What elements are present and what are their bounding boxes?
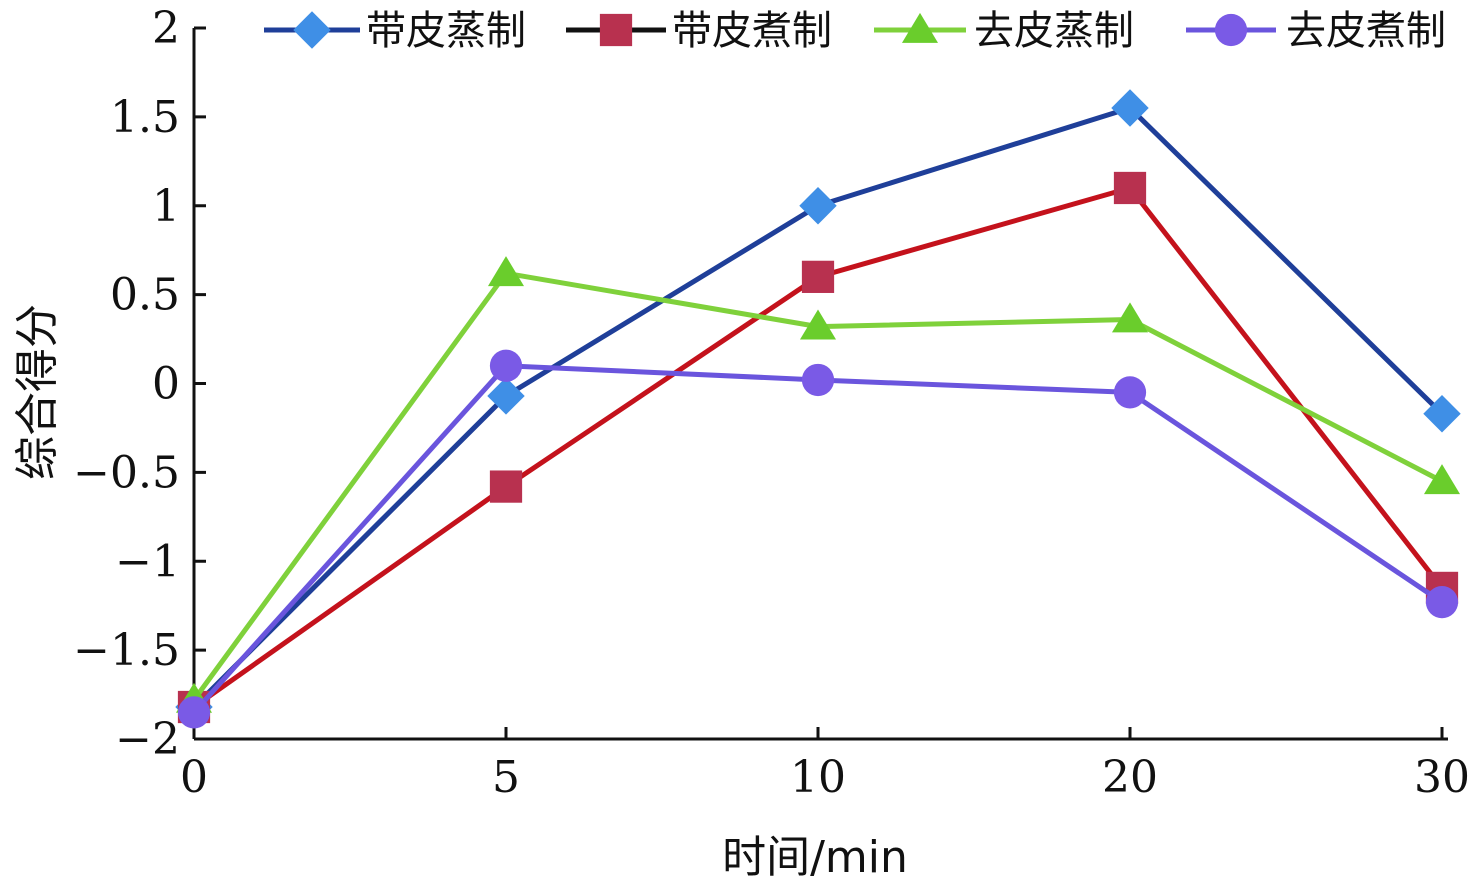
legend-item: 带皮蒸制 [264, 8, 526, 54]
data-point [801, 363, 835, 397]
legend-label: 带皮蒸制 [366, 8, 526, 54]
data-point [1111, 302, 1149, 333]
data-point [487, 377, 525, 415]
data-point [489, 349, 523, 382]
y-tick-label: −1 [115, 536, 180, 587]
x-axis-title: 时间/min [722, 832, 908, 883]
y-tick-label: 2 [152, 3, 180, 54]
data-point [1423, 394, 1461, 433]
legend-item: 带皮煮制 [566, 8, 832, 54]
series-line [192, 363, 1444, 715]
y-tick-label: 0 [152, 359, 180, 410]
data-point [1423, 464, 1461, 495]
x-tick-label: 0 [180, 752, 208, 803]
y-tick-label: −0.5 [73, 447, 180, 498]
legend-label: 去皮煮制 [1286, 8, 1446, 54]
series-2 [177, 171, 1459, 724]
data-point [1425, 586, 1459, 619]
y-tick-label: −1.5 [73, 625, 180, 676]
x-tick-label: 30 [1414, 752, 1470, 803]
legend-label: 带皮煮制 [672, 8, 832, 54]
data-point [1111, 89, 1149, 127]
series-1 [175, 89, 1461, 726]
data-point [487, 256, 525, 287]
data-point [1113, 376, 1147, 409]
data-point [177, 696, 211, 729]
y-tick-label: 1 [152, 181, 180, 232]
y-axis-title: 综合得分 [12, 304, 63, 480]
legend-marker [1214, 13, 1248, 47]
data-point [801, 260, 835, 293]
x-tick-label: 20 [1102, 752, 1158, 803]
series-4 [177, 349, 1459, 729]
legend-marker [599, 13, 633, 47]
y-tick-label: −2 [115, 714, 180, 765]
legend-label: 去皮蒸制 [974, 8, 1134, 54]
x-tick-label: 5 [492, 752, 520, 803]
y-tick-label: 1.5 [110, 92, 180, 143]
y-tick-label: 0.5 [110, 270, 180, 321]
ticks: 21.510.50−0.5−1−1.5−20 5 10 20 30 [73, 3, 1470, 803]
legend-marker [901, 12, 939, 43]
legend-item: 去皮煮制 [1186, 8, 1446, 54]
legend-marker [293, 11, 331, 49]
x-tick-label: 10 [790, 752, 846, 803]
data-point [799, 187, 837, 225]
data-point [799, 309, 837, 340]
legend-item: 去皮蒸制 [874, 8, 1134, 54]
data-point [1113, 171, 1147, 205]
series [175, 89, 1461, 729]
legend: 带皮蒸制 带皮煮制 去皮蒸制 去皮煮制 [264, 8, 1446, 54]
data-point [489, 470, 523, 503]
